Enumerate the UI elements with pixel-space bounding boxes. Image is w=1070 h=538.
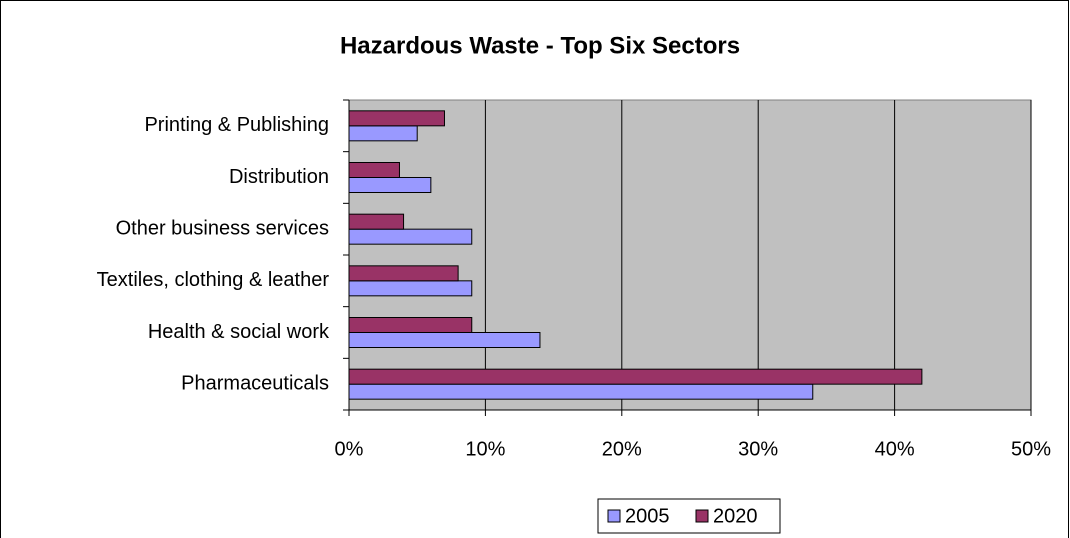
y-tick-label: Distribution (229, 166, 329, 188)
bar (348, 280, 473, 297)
legend-box (597, 498, 781, 534)
bar (348, 110, 445, 127)
bar (348, 332, 541, 348)
legend-swatch (607, 509, 621, 523)
bar (348, 213, 405, 230)
bar (348, 162, 400, 178)
x-tick-label: 10% (465, 438, 505, 460)
bar (348, 125, 418, 142)
legend-label: 2005 (625, 505, 670, 527)
x-tick-label: 40% (875, 438, 915, 460)
y-tick-label: Health & social work (148, 321, 330, 343)
y-tick-label: Other business services (116, 217, 329, 239)
x-tick-label: 50% (1011, 438, 1051, 460)
plot-area (348, 99, 1032, 411)
bar (348, 177, 432, 193)
y-tick-label: Pharmaceuticals (181, 372, 329, 394)
x-tick-label: 0% (335, 438, 364, 460)
bar (348, 228, 473, 245)
y-tick-label: Textiles, clothing & leather (97, 269, 330, 291)
chart-title: Hazardous Waste - Top Six Sectors (340, 32, 740, 59)
bar (348, 368, 923, 385)
x-tick-label: 20% (602, 438, 642, 460)
y-tick-label: Printing & Publishing (144, 114, 329, 136)
x-tick-label: 30% (738, 438, 778, 460)
bar (348, 383, 814, 400)
legend-swatch (695, 509, 709, 523)
bar (348, 317, 473, 333)
legend-label: 2020 (713, 505, 758, 527)
bar (348, 265, 459, 282)
